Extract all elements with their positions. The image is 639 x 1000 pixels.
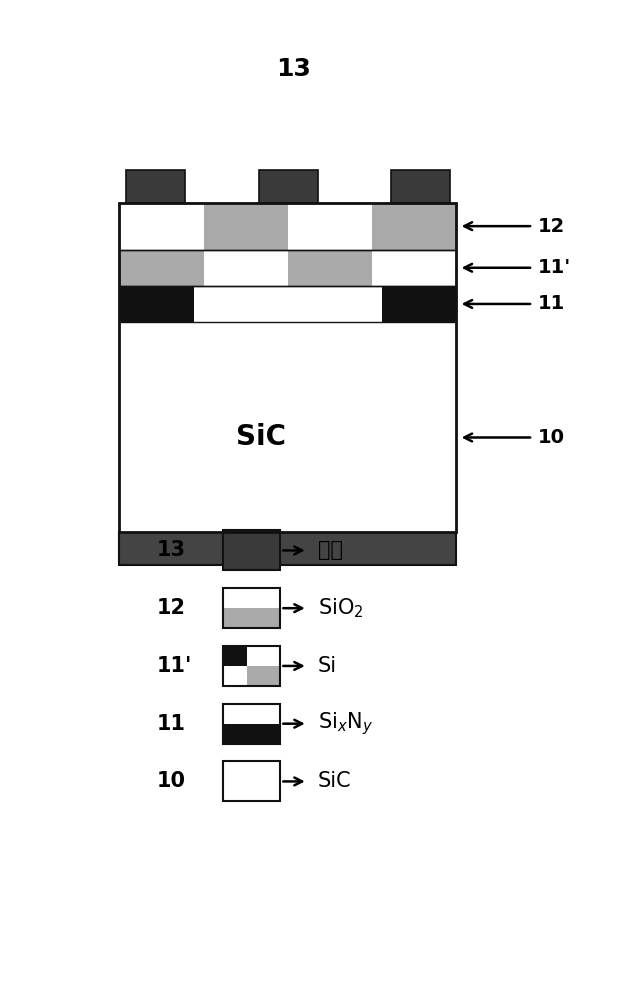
Bar: [204, 250, 288, 286]
Bar: [224, 761, 281, 801]
Bar: [224, 646, 247, 666]
Bar: [119, 250, 456, 286]
Bar: [224, 704, 281, 724]
Bar: [224, 588, 281, 608]
Bar: [224, 761, 281, 801]
Text: 10: 10: [157, 771, 186, 791]
Bar: [259, 170, 318, 203]
Bar: [194, 286, 382, 322]
Bar: [224, 588, 281, 628]
Bar: [288, 203, 372, 250]
Bar: [127, 170, 185, 203]
Text: 12: 12: [538, 217, 566, 236]
Text: SiO$_2$: SiO$_2$: [318, 596, 363, 620]
Text: 电极: 电极: [318, 540, 343, 560]
Bar: [224, 724, 281, 744]
Bar: [119, 203, 456, 250]
Bar: [224, 646, 281, 686]
Bar: [288, 250, 372, 286]
Text: 11: 11: [157, 714, 186, 734]
Text: 13: 13: [276, 57, 311, 81]
Bar: [372, 250, 456, 286]
Text: SiC: SiC: [318, 771, 351, 791]
Text: 10: 10: [538, 428, 565, 447]
Text: 11': 11': [538, 258, 571, 277]
Bar: [119, 203, 456, 532]
Bar: [204, 203, 288, 250]
Bar: [224, 646, 281, 686]
Text: 11': 11': [157, 656, 192, 676]
Bar: [224, 530, 281, 570]
Text: Si$_x$N$_y$: Si$_x$N$_y$: [318, 710, 373, 737]
Bar: [247, 666, 281, 686]
Text: Si: Si: [318, 656, 337, 676]
Text: 13: 13: [157, 540, 186, 560]
Text: SiC: SiC: [236, 423, 286, 451]
Bar: [372, 203, 456, 250]
Bar: [224, 704, 281, 744]
Bar: [390, 170, 449, 203]
Bar: [224, 530, 281, 570]
Bar: [119, 286, 456, 322]
Text: 11: 11: [538, 294, 566, 313]
Bar: [224, 608, 281, 628]
Bar: [119, 203, 204, 250]
Bar: [382, 286, 456, 322]
Bar: [119, 250, 204, 286]
Text: 12: 12: [157, 598, 186, 618]
Bar: [119, 322, 456, 532]
Bar: [119, 286, 194, 322]
Bar: [119, 532, 456, 565]
